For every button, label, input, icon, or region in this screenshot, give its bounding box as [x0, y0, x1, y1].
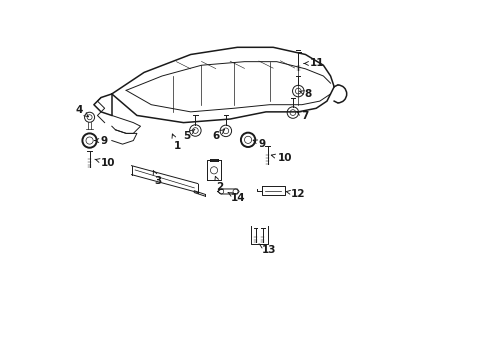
Text: 9: 9	[253, 139, 265, 149]
Text: 14: 14	[227, 192, 245, 203]
Text: 11: 11	[304, 58, 324, 68]
Text: 4: 4	[76, 105, 88, 117]
Text: 3: 3	[153, 170, 161, 186]
Text: 7: 7	[296, 111, 308, 121]
Text: 10: 10	[271, 153, 291, 163]
Text: 9: 9	[94, 136, 107, 145]
Text: 13: 13	[259, 244, 276, 255]
Text: 8: 8	[299, 89, 311, 99]
Text: 1: 1	[172, 134, 181, 151]
Text: 6: 6	[212, 130, 224, 141]
Text: 12: 12	[285, 189, 305, 199]
Text: 2: 2	[214, 176, 223, 192]
Text: 5: 5	[183, 129, 195, 141]
Text: 10: 10	[95, 158, 115, 168]
